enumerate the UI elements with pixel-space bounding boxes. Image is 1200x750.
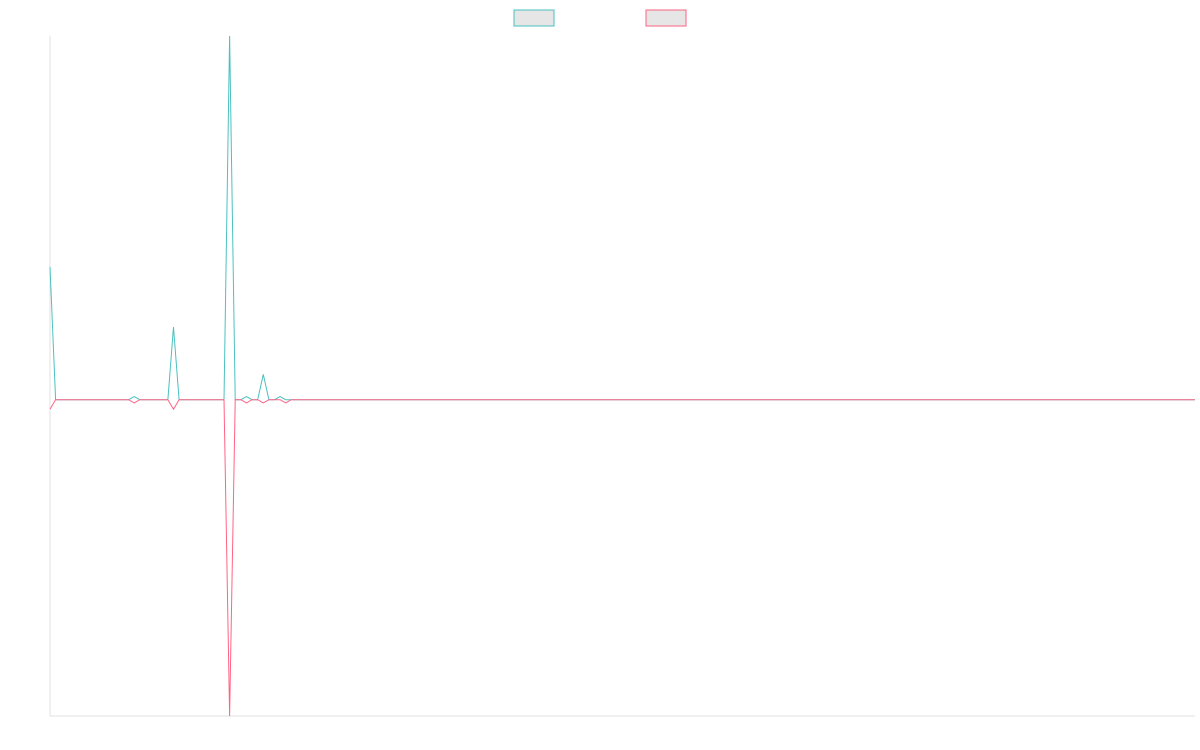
line-series	[49, 35, 1195, 401]
line-series	[49, 399, 1195, 717]
legend-swatch	[645, 9, 687, 27]
legend-swatch	[513, 9, 555, 27]
